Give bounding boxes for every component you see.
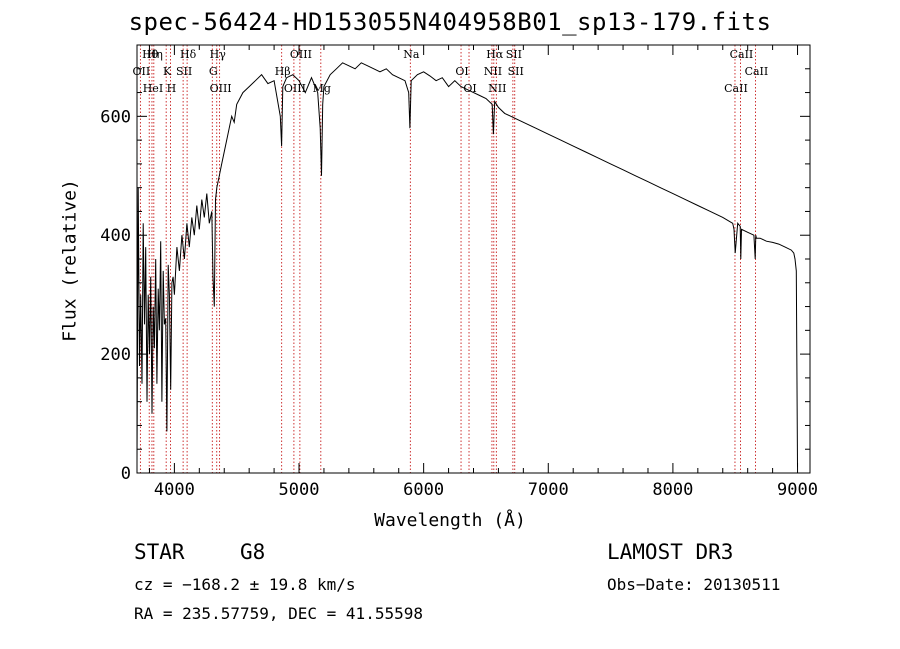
- line-marker-label: H: [167, 82, 177, 95]
- y-tick-label: 600: [100, 107, 131, 127]
- object-subclass: G8: [240, 540, 266, 564]
- line-marker-label: NII: [488, 82, 506, 95]
- y-tick-label: 0: [121, 464, 131, 484]
- y-tick-label: 400: [100, 226, 131, 246]
- line-marker-label: SII: [506, 48, 522, 61]
- line-marker-label: Hθ: [142, 48, 159, 61]
- line-markers: [139, 45, 756, 473]
- coordinates: RA = 235.57759, DEC = 41.55598: [134, 604, 423, 623]
- y-axis-label: Flux (relative): [59, 179, 81, 342]
- x-tick-label: 9000: [777, 480, 818, 500]
- line-marker-label: OIII: [284, 82, 306, 95]
- line-marker-label: Na: [403, 48, 420, 61]
- line-marker-label: CaII: [730, 48, 754, 61]
- x-tick-label: 6000: [403, 480, 444, 500]
- line-marker-label: K: [163, 65, 172, 78]
- line-marker-label: CaII: [745, 65, 769, 78]
- x-tick-label: 4000: [154, 480, 195, 500]
- spectrum-line: [136, 62, 798, 468]
- line-marker-label: NII: [484, 65, 502, 78]
- line-marker-label: OII: [133, 65, 151, 78]
- object-class: STAR: [134, 540, 185, 564]
- line-marker-label: Hγ: [210, 48, 227, 61]
- line-marker-label: Hα: [486, 48, 504, 61]
- x-tick-label: 7000: [528, 480, 569, 500]
- x-tick-label: 5000: [279, 480, 320, 500]
- x-axis-label: Wavelength (Å): [374, 510, 526, 531]
- line-marker-label: SII: [176, 65, 192, 78]
- plot-frame: [136, 44, 811, 474]
- line-marker-label: OI: [463, 82, 476, 95]
- survey-name: LAMOST DR3: [607, 540, 734, 564]
- chart-title: spec-56424-HD153055N404958B01_sp13-179.f…: [128, 8, 772, 36]
- line-marker-label: OI: [455, 65, 468, 78]
- redshift-velocity: cz = −168.2 ± 19.8 km/s: [134, 575, 356, 594]
- x-tick-label: 8000: [652, 480, 693, 500]
- line-marker-label: Hδ: [180, 48, 197, 61]
- line-marker-label: G: [209, 65, 218, 78]
- line-marker-label: Mg: [313, 82, 331, 95]
- line-marker-label: SII: [508, 65, 524, 78]
- line-marker-label: OIII: [290, 48, 312, 61]
- axis-ticks: 4000 5000 6000 7000 8000 9000 0 200 400 600: [100, 44, 818, 500]
- line-marker-label: Hη: [147, 48, 163, 61]
- line-marker-label: Hβ: [275, 65, 291, 78]
- y-tick-label: 200: [100, 345, 131, 365]
- line-marker-label: HeI: [143, 82, 163, 95]
- line-marker-label: OIII: [210, 82, 232, 95]
- line-marker-label: CaII: [724, 82, 748, 95]
- observation-date: Obs−Date: 20130511: [607, 575, 781, 594]
